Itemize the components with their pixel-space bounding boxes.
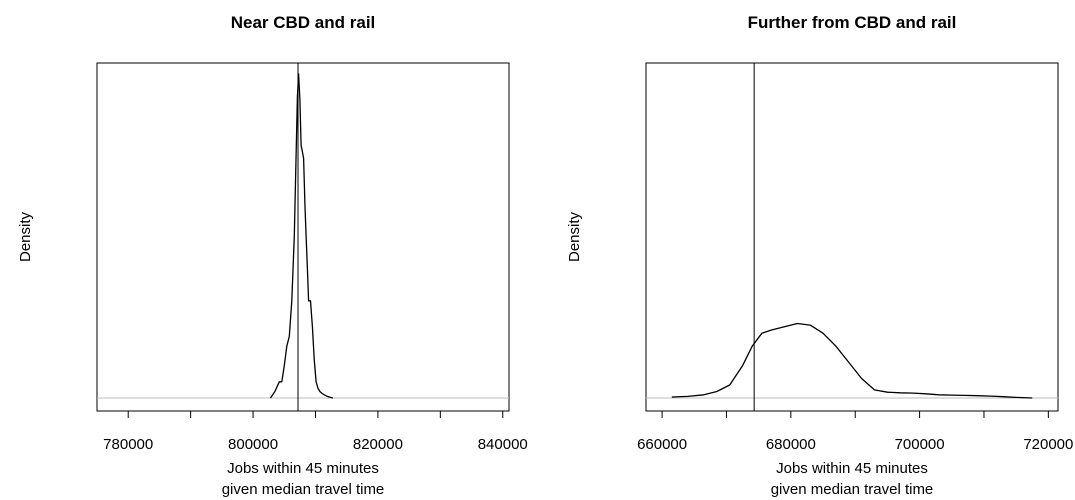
x-tick-label: 780000 xyxy=(103,436,153,453)
x-tick-label: 840000 xyxy=(478,436,528,453)
y-axis-label: Density xyxy=(17,211,34,262)
x-tick-label: 660000 xyxy=(637,436,687,453)
x-tick-label: 700000 xyxy=(895,436,945,453)
plot-frame xyxy=(645,62,1059,412)
plot-frame xyxy=(96,62,510,412)
x-axis-label: Jobs within 45 minutes xyxy=(776,460,928,477)
density-curve xyxy=(671,322,1033,399)
x-axis-label: given median travel time xyxy=(771,481,934,498)
y-axis-label: Density xyxy=(566,211,583,262)
chart-panel-1: Near CBD and rail 780000 800000 820000 84000… xyxy=(17,13,528,498)
x-axis-label: Jobs within 45 minutes xyxy=(227,460,379,477)
x-tick-label: 680000 xyxy=(766,436,816,453)
density-curve xyxy=(269,73,334,399)
chart-panel-2: Further from CBD and rail 660000 680000 700… xyxy=(566,13,1073,498)
x-tick-label: 800000 xyxy=(228,436,278,453)
x-tick-label: 820000 xyxy=(353,436,403,453)
chart-title: Near CBD and rail xyxy=(231,13,376,32)
chart-title: Further from CBD and rail xyxy=(748,13,957,32)
x-axis-label: given median travel time xyxy=(222,481,385,498)
x-tick-label: 720000 xyxy=(1023,436,1073,453)
